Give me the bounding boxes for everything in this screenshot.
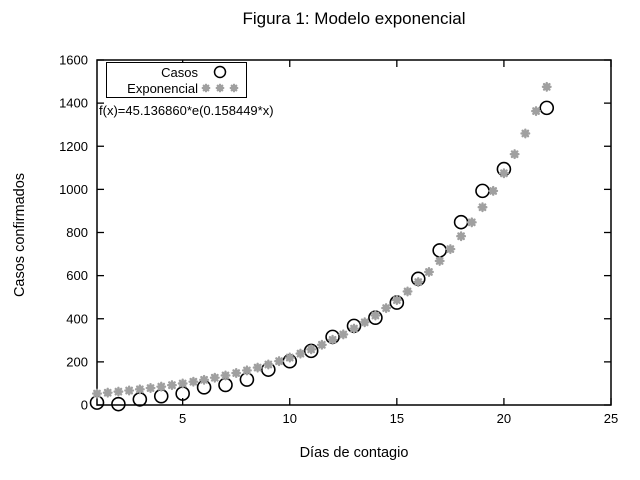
data-point-exponencial [209,372,220,383]
data-point-exponencial [274,356,285,367]
data-point-exponencial [124,385,135,396]
data-point-exponencial [284,352,295,363]
data-point-exponencial [338,329,349,340]
y-tick-label: 1200 [59,139,88,154]
data-point-exponencial [231,368,242,379]
y-tick-label: 400 [66,311,88,326]
data-point-exponencial [541,81,552,92]
data-point-casos [539,100,555,116]
y-tick-label: 0 [81,398,88,413]
data-point-exponencial [102,387,113,398]
data-point-exponencial [316,339,327,350]
data-point-exponencial [199,374,210,385]
data-point-exponencial [370,310,381,321]
data-point-casos [453,214,469,230]
data-point-exponencial [327,334,338,345]
y-axis-label: Casos confirmados [12,172,28,298]
y-tick-label: 1400 [59,96,88,111]
y-tick-label: 1600 [59,53,88,68]
data-point-exponencial [359,317,370,328]
x-tick-label: 10 [283,411,297,426]
y-tick-label: 1000 [59,182,88,197]
y-tick-label: 800 [66,225,88,240]
data-point-exponencial [466,217,477,228]
data-point-exponencial [188,376,199,387]
data-point-exponencial [456,231,467,242]
fit-equation: f(x)=45.136860*e(0.158449*x) [99,103,274,118]
data-point-exponencial [402,286,413,297]
data-point-exponencial [391,295,402,306]
y-tick-label: 200 [66,354,88,369]
chart-title: Figura 1: Modelo exponencial [242,9,466,28]
data-point-exponencial [520,128,531,139]
data-point-exponencial [113,386,124,397]
legend-label-exponencial: Exponencial [127,80,198,96]
data-point-exponencial [498,168,509,179]
data-point-exponencial [92,388,102,399]
data-point-exponencial [531,106,542,117]
open-circle-marker-icon [198,64,242,80]
data-point-casos [132,392,148,407]
x-tick-label: 5 [179,411,186,426]
star-markers-icon [198,80,242,96]
x-tick-label: 20 [497,411,511,426]
legend-entry-exponencial: Exponencial [107,80,246,96]
data-point-exponencial [145,383,156,394]
data-point-exponencial [434,255,445,266]
data-point-exponencial [241,365,252,376]
data-point-exponencial [381,303,392,314]
data-point-exponencial [445,244,456,255]
data-point-exponencial [509,149,520,160]
data-point-exponencial [220,370,231,381]
x-tick-label: 25 [604,411,618,426]
x-tick-label: 15 [390,411,404,426]
data-point-exponencial [477,202,488,213]
x-axis-label: Días de contagio [299,445,409,461]
legend-box: Casos Exponencial [106,62,247,98]
data-point-exponencial [156,381,167,392]
data-point-exponencial [423,266,434,277]
data-point-exponencial [413,277,424,288]
data-point-casos [111,396,126,412]
data-point-exponencial [134,384,145,395]
data-point-exponencial [252,362,263,373]
data-point-exponencial [488,185,499,196]
data-point-exponencial [177,378,188,389]
data-point-exponencial [295,348,306,359]
legend-label-casos: Casos [161,64,198,80]
data-point-exponencial [166,380,177,391]
data-point-exponencial [306,344,317,355]
data-point-exponencial [263,359,274,370]
data-point-casos [475,183,490,199]
y-tick-label: 600 [66,268,88,283]
data-point-exponencial [349,323,359,334]
legend-entry-casos: Casos [107,64,246,80]
data-point-casos [432,243,447,258]
